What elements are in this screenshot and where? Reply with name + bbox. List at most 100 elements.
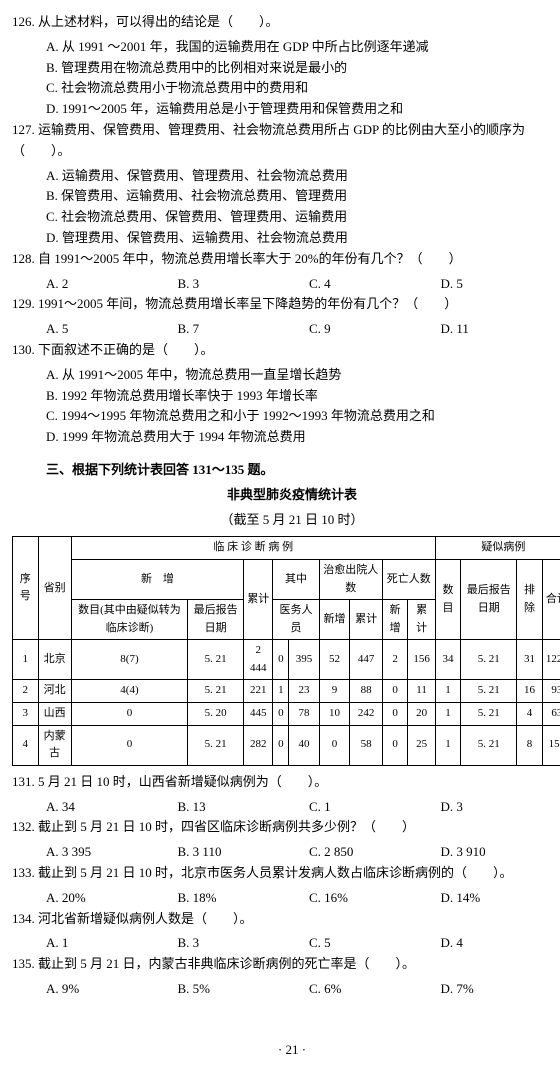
th-suspect: 疑似病例 — [435, 537, 560, 560]
th-nz1: 新增 — [319, 600, 350, 640]
table-cell: 0 — [273, 725, 289, 765]
opt-d: D. 3 910 — [441, 842, 560, 863]
q135-stem: 135. 截止到 5 月 21 日，内蒙古非典临床诊断病例的死亡率是（ ）。 — [12, 954, 560, 975]
table-cell: 0 — [319, 725, 350, 765]
table-cell: 8(7) — [71, 640, 187, 680]
q134-stem: 134. 河北省新增疑似病例人数是（ ）。 — [12, 909, 560, 930]
table-cell: 4 — [517, 703, 543, 726]
opt-d: D. 1991～2005 年，运输费用总是小于管理费用和保管费用之和 — [46, 99, 560, 120]
th-cum: 累计 — [244, 559, 273, 639]
table-cell: 23 — [289, 680, 319, 703]
table-cell: 63 — [542, 703, 560, 726]
table-cell: 0 — [382, 680, 408, 703]
table-cell: 1 — [435, 680, 461, 703]
table-row: 4内蒙古05. 2128204005802515. 218152 — [13, 725, 560, 765]
opt-a: A. 20% — [46, 888, 178, 909]
opt-c: C. 4 — [309, 274, 441, 295]
table-cell: 395 — [289, 640, 319, 680]
opt-a: A. 3 395 — [46, 842, 178, 863]
th-med: 医务人员 — [273, 600, 319, 640]
table-cell: 5. 21 — [461, 703, 517, 726]
q129-opts: A. 5 B. 7 C. 9 D. 11 — [12, 319, 560, 340]
stats-table: 序号 省别 临 床 诊 断 病 例 疑似病例 新 增 累计 其中 治愈出院人数 … — [12, 536, 560, 766]
table-subtitle: （截至 5 月 21 日 10 时） — [12, 510, 560, 531]
table-cell: 4(4) — [71, 680, 187, 703]
th-date2: 最后报告日期 — [461, 559, 517, 639]
q131-stem: 131. 5 月 21 日 10 时，山西省新增疑似病例为（ ）。 — [12, 772, 560, 793]
opt-b: B. 13 — [178, 797, 310, 818]
opt-a: A. 9% — [46, 979, 178, 1000]
opt-c: C. 1994～1995 年物流总费用之和小于 1992～1993 年物流总费用… — [46, 406, 560, 427]
table-cell: 河北 — [38, 680, 71, 703]
q135-opts: A. 9% B. 5% C. 6% D. 7% — [12, 979, 560, 1000]
table-cell: 58 — [350, 725, 382, 765]
opt-d: D. 14% — [441, 888, 560, 909]
opt-c: C. 16% — [309, 888, 441, 909]
table-cell: 2 444 — [244, 640, 273, 680]
th-cy: 治愈出院人数 — [319, 559, 382, 599]
q132-stem: 132. 截止到 5 月 21 日 10 时，四省区临床诊断病例共多少例？（ ） — [12, 817, 560, 838]
q129-stem: 129. 1991～2005 年间，物流总费用增长率呈下降趋势的年份有几个？（ … — [12, 294, 560, 315]
table-cell: 山西 — [38, 703, 71, 726]
opt-a: A. 从 1991 ～2001 年，我国的运输费用在 GDP 中所占比例逐年递减 — [46, 37, 560, 58]
opt-b: B. 保管费用、运输费用、社会物流总费用、管理费用 — [46, 186, 560, 207]
opt-a: A. 5 — [46, 319, 178, 340]
table-cell: 20 — [408, 703, 435, 726]
th-seq: 序号 — [13, 537, 39, 640]
opt-b: B. 管理费用在物流总费用中的比例相对来说是最小的 — [46, 58, 560, 79]
table-cell: 25 — [408, 725, 435, 765]
table-cell: 0 — [71, 703, 187, 726]
table-cell: 5. 21 — [188, 725, 244, 765]
q131-opts: A. 34 B. 13 C. 1 D. 3 — [12, 797, 560, 818]
opt-c: C. 6% — [309, 979, 441, 1000]
th-death: 死亡人数 — [382, 559, 435, 599]
q133-opts: A. 20% B. 18% C. 16% D. 14% — [12, 888, 560, 909]
opt-d: D. 5 — [441, 274, 560, 295]
table-cell: 447 — [350, 640, 382, 680]
q130-stem: 130. 下面叙述不正确的是（ ）。 — [12, 340, 560, 361]
th-total: 合计 — [542, 559, 560, 639]
table-cell: 221 — [244, 680, 273, 703]
opt-d: D. 1999 年物流总费用大于 1994 年物流总费用 — [46, 427, 560, 448]
table-row: 1北京8(7)5. 212 4440395524472156345. 21311… — [13, 640, 560, 680]
table-cell: 5. 20 — [188, 703, 244, 726]
table-cell: 5. 21 — [188, 640, 244, 680]
table-cell: 3 — [13, 703, 39, 726]
table-cell: 2 — [382, 640, 408, 680]
table-cell: 1 — [13, 640, 39, 680]
th-prov: 省别 — [38, 537, 71, 640]
opt-c: C. 社会物流总费用、保管费用、管理费用、运输费用 — [46, 207, 560, 228]
q126-stem: 126. 从上述材料，可以得出的结论是（ ）。 — [12, 12, 560, 33]
table-cell: 78 — [289, 703, 319, 726]
table-cell: 2 — [13, 680, 39, 703]
table-cell: 1 — [273, 680, 289, 703]
table-title: 非典型肺炎疫情统计表 — [12, 485, 560, 506]
th-nz2: 新增 — [382, 600, 408, 640]
table-cell: 1 — [435, 725, 461, 765]
q130-opts: A. 从 1991～2005 年中，物流总费用一直呈增长趋势 B. 1992 年… — [12, 365, 560, 448]
table-cell: 16 — [517, 680, 543, 703]
opt-b: B. 5% — [178, 979, 310, 1000]
th-qz: 其中 — [273, 559, 319, 599]
opt-a: A. 从 1991～2005 年中，物流总费用一直呈增长趋势 — [46, 365, 560, 386]
table-cell: 242 — [350, 703, 382, 726]
section-heading: 三、根据下列统计表回答 131～135 题。 — [46, 460, 560, 481]
opt-b: B. 18% — [178, 888, 310, 909]
opt-d: D. 4 — [441, 933, 560, 954]
page-number: · 21 · — [12, 1040, 560, 1061]
opt-a: A. 运输费用、保管费用、管理费用、社会物流总费用 — [46, 166, 560, 187]
table-cell: 1221 — [542, 640, 560, 680]
q128-stem: 128. 自 1991～2005 年中，物流总费用增长率大于 20%的年份有几个… — [12, 249, 560, 270]
table-cell: 88 — [350, 680, 382, 703]
table-cell: 34 — [435, 640, 461, 680]
opt-c: C. 1 — [309, 797, 441, 818]
table-cell: 0 — [382, 703, 408, 726]
th-date1: 最后报告日期 — [188, 600, 244, 640]
th-lj2: 累计 — [408, 600, 435, 640]
opt-b: B. 3 — [178, 933, 310, 954]
opt-a: A. 34 — [46, 797, 178, 818]
table-cell: 4 — [13, 725, 39, 765]
opt-b: B. 7 — [178, 319, 310, 340]
opt-b: B. 3 — [178, 274, 310, 295]
q133-stem: 133. 截止到 5 月 21 日 10 时，北京市医务人员累计发病人数占临床诊… — [12, 863, 560, 884]
